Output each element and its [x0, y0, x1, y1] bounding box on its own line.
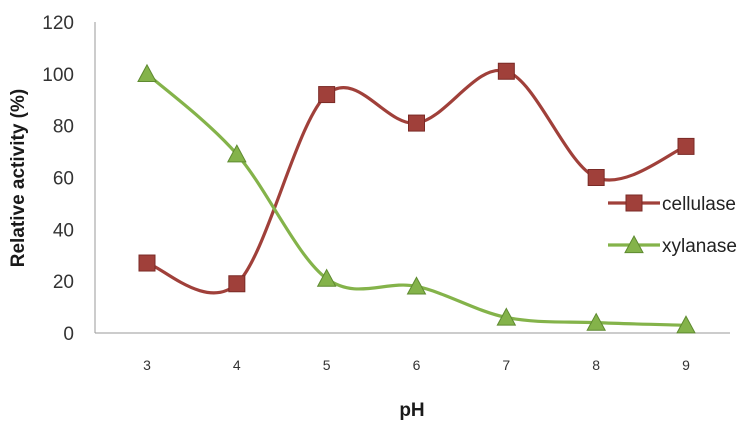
y-axis-title: Relative activity (%)	[8, 89, 29, 267]
y-tick-label: 40	[53, 220, 74, 241]
y-tick-label: 20	[53, 272, 74, 293]
xylanase-point	[137, 63, 157, 82]
y-axis: 0 20 40 60 80 100 120 Relative activity (%)	[8, 13, 96, 345]
x-tick-label: 6	[413, 357, 421, 373]
series-cellulase	[138, 62, 695, 295]
y-tick-labels: 0 20 40 60 80 100 120	[42, 13, 74, 345]
y-tick-label: 80	[53, 117, 74, 138]
cellulase-point	[138, 254, 156, 272]
x-axis: 3 4 5 6 7 8 9 pH	[95, 332, 730, 421]
x-axis-title: pH	[399, 400, 424, 421]
xylanase-point	[496, 307, 517, 326]
legend-label: cellulase	[662, 194, 736, 215]
cellulase-point	[318, 86, 336, 104]
legend-swatch-marker	[625, 194, 643, 212]
plot-area	[137, 62, 696, 334]
legend-label: xylanase	[662, 236, 737, 257]
y-tick-label: 100	[42, 65, 74, 86]
xylanase-point	[316, 268, 337, 287]
legend-item-xylanase: xylanase	[608, 234, 737, 257]
x-tick-label: 5	[323, 357, 331, 373]
x-tick-label: 3	[143, 357, 151, 373]
x-tick-label: 9	[682, 357, 690, 373]
y-tick-label: 0	[63, 324, 74, 345]
x-tick-label: 4	[233, 357, 241, 373]
xylanase-point	[406, 276, 427, 295]
xylanase-point	[676, 315, 696, 334]
xylanase-point	[226, 144, 247, 163]
cellulase-point	[228, 275, 246, 293]
series-xylanase	[137, 63, 696, 334]
x-tick-label: 7	[502, 357, 510, 373]
xylanase-point	[586, 312, 607, 331]
cellulase-line	[145, 68, 688, 295]
legend-item-cellulase: cellulase	[608, 194, 736, 215]
legend-swatch-marker	[624, 234, 644, 254]
x-tick-labels: 3 4 5 6 7 8 9	[143, 357, 690, 373]
cellulase-point	[587, 169, 605, 186]
cellulase-point	[497, 62, 515, 80]
y-tick-label: 60	[53, 169, 74, 190]
cellulase-point	[408, 114, 425, 132]
legend: cellulase xylanase	[608, 194, 737, 257]
y-tick-label: 120	[42, 13, 74, 34]
cellulase-point	[677, 137, 695, 155]
x-tick-label: 8	[592, 357, 600, 373]
